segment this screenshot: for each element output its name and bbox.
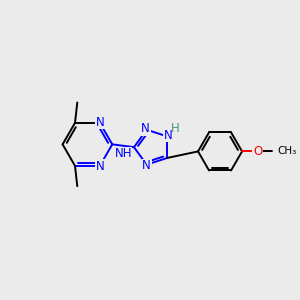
Text: H: H [171, 122, 179, 135]
Text: N: N [142, 159, 151, 172]
Text: NH: NH [114, 147, 132, 160]
Text: N: N [164, 129, 173, 142]
Text: N: N [96, 160, 105, 173]
Text: CH₃: CH₃ [277, 146, 297, 156]
Text: N: N [141, 122, 150, 135]
Text: N: N [96, 116, 105, 129]
Text: O: O [253, 145, 262, 158]
